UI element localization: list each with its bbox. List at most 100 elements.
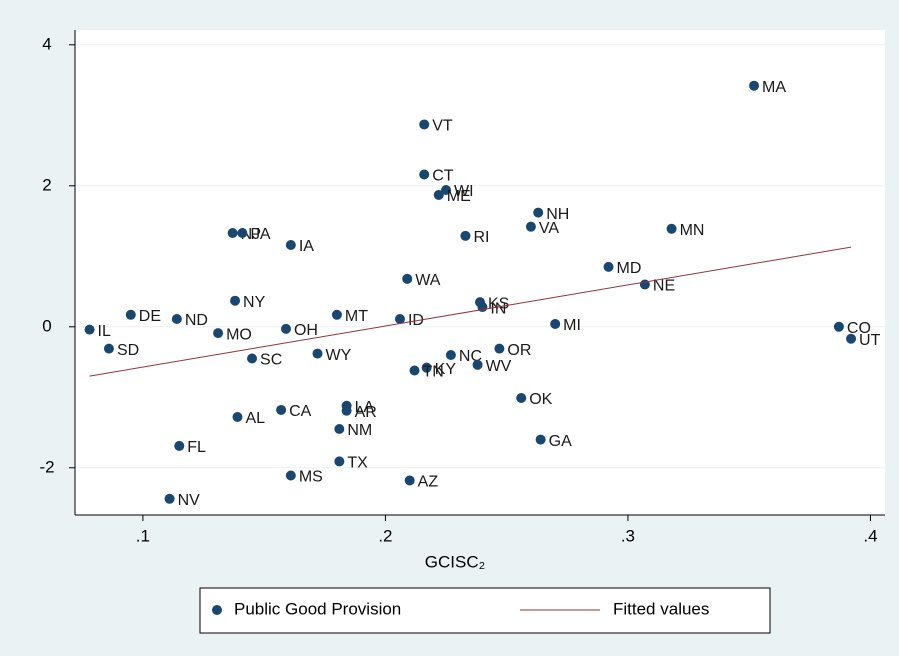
point	[285, 470, 296, 481]
point-label: FL	[187, 439, 206, 456]
point-label: WV	[486, 358, 512, 375]
point-label: PA	[250, 226, 270, 243]
point	[603, 261, 614, 272]
point-label: CO	[847, 320, 871, 337]
point-label: CT	[432, 168, 454, 185]
point-label: VT	[432, 118, 453, 135]
point-label: AR	[355, 404, 377, 421]
point-label: OK	[529, 391, 552, 408]
point	[232, 412, 243, 423]
point-label: OH	[294, 322, 318, 339]
point	[419, 169, 430, 180]
fitted-line	[89, 246, 852, 377]
point	[525, 221, 536, 232]
point-label: MT	[345, 308, 368, 325]
legend-swatch	[212, 605, 222, 615]
point	[666, 223, 677, 234]
point	[494, 343, 505, 354]
point	[535, 434, 546, 445]
point	[237, 228, 248, 239]
legend-label: Fitted values	[613, 599, 709, 618]
point	[171, 314, 182, 325]
point	[460, 230, 471, 241]
x-tick-label: .3	[621, 526, 635, 545]
point	[409, 365, 420, 376]
point-label: KY	[435, 361, 457, 378]
point	[833, 321, 844, 332]
point	[334, 456, 345, 467]
point	[285, 240, 296, 251]
point-label: SC	[260, 352, 282, 369]
y-tick-label: 4	[42, 34, 51, 53]
point-label: WI	[454, 183, 474, 200]
point-label: DE	[139, 308, 161, 325]
point	[331, 309, 342, 320]
point	[280, 323, 291, 334]
point-label: IA	[299, 238, 314, 255]
point	[533, 207, 544, 218]
point	[516, 392, 527, 403]
x-tick-label: .4	[863, 526, 877, 545]
point-label: RI	[473, 229, 489, 246]
point	[334, 423, 345, 434]
point	[125, 309, 136, 320]
point-label: IL	[98, 323, 111, 340]
point-label: ND	[185, 312, 208, 329]
point	[472, 359, 483, 370]
point	[247, 353, 258, 364]
y-tick-label: 2	[42, 175, 51, 194]
point-label: NV	[178, 492, 201, 509]
legend	[199, 587, 771, 634]
point	[550, 318, 561, 329]
point	[749, 80, 760, 91]
point	[84, 324, 95, 335]
x-tick-label: .1	[136, 526, 150, 545]
point-label: TN	[423, 364, 444, 381]
x-tick-label: .2	[378, 526, 392, 545]
y-tick-label: -2	[39, 457, 54, 476]
point-label: GA	[549, 433, 572, 450]
point-label: WY	[326, 347, 352, 364]
point	[433, 189, 444, 200]
y-tick-label: 0	[42, 316, 51, 335]
plot-area	[75, 30, 885, 515]
point-label: MA	[762, 79, 786, 96]
point-label: IN	[490, 300, 506, 317]
point-label: MS	[299, 469, 323, 486]
x-axis-label: GCISC₂	[425, 552, 485, 571]
point-label: NH	[546, 206, 569, 223]
point-label: OR	[507, 342, 531, 359]
point-label: CA	[289, 403, 312, 420]
point	[227, 228, 238, 239]
point	[421, 362, 432, 373]
point-label: NY	[243, 294, 266, 311]
point	[404, 475, 415, 486]
point	[419, 119, 430, 130]
point-label: WA	[415, 272, 441, 289]
point	[846, 333, 857, 344]
point	[394, 314, 405, 325]
point	[402, 273, 413, 284]
point-label: LA	[355, 399, 375, 416]
point-label: AL	[245, 410, 265, 427]
point	[312, 348, 323, 359]
point-label: MO	[226, 326, 252, 343]
point	[441, 185, 452, 196]
point	[445, 349, 456, 360]
point-label: MN	[680, 222, 705, 239]
point-label: TX	[347, 455, 368, 472]
legend-label: Public Good Provision	[234, 599, 401, 618]
point-label: UT	[859, 332, 881, 349]
point-label: MI	[563, 317, 581, 334]
point	[276, 404, 287, 415]
point-label: MD	[617, 260, 642, 277]
point-label: SD	[117, 342, 139, 359]
point-label: NM	[347, 422, 372, 439]
point	[341, 405, 352, 416]
point-label: NE	[653, 278, 675, 295]
point	[213, 328, 224, 339]
point-label: VA	[539, 220, 559, 237]
point	[174, 440, 185, 451]
